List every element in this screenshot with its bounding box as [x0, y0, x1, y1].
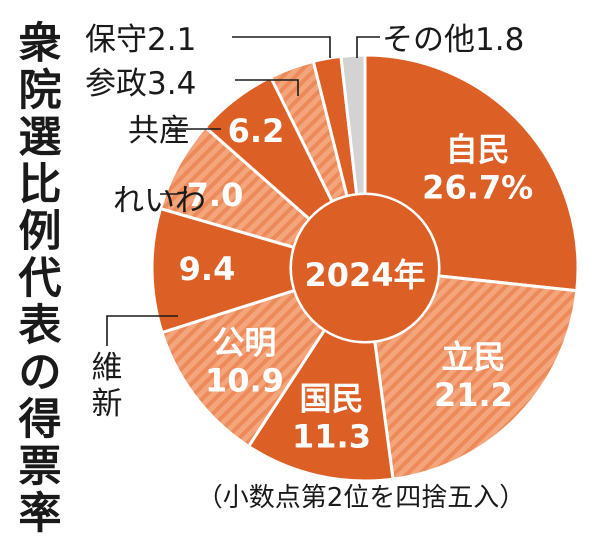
slice-name-label: 新: [92, 386, 123, 422]
slice-value-label: 7.0: [187, 176, 244, 214]
slice-name-label: 公明: [212, 324, 276, 362]
title-char: の: [19, 348, 62, 398]
slice-name-value-label: その他1.8: [382, 22, 524, 58]
leader-lines: [106, 36, 380, 346]
title-char: 票: [19, 442, 62, 492]
slice-name-label: 立民: [441, 338, 505, 376]
slice-value-label: 9.4: [179, 250, 236, 288]
donut-slices: [150, 53, 580, 483]
title-char: 例: [19, 207, 62, 257]
slice-name-label: 共産: [128, 113, 190, 149]
donut-center: [292, 195, 438, 341]
slice-name-value-label: 参政3.4: [85, 66, 196, 102]
slice-name-label: れいわ: [113, 183, 206, 219]
slice-name-label: 維: [92, 350, 123, 386]
slice-value-label: 6.2: [228, 112, 285, 150]
center-year-label: 2024年: [304, 256, 425, 294]
title-char: 率: [19, 489, 62, 537]
pie-slice: [363, 53, 580, 293]
title-char: 表: [19, 301, 62, 351]
slice-name-label: 自民: [446, 131, 510, 169]
pie-slice: [339, 53, 367, 197]
slice-name-value-label: 保守2.1: [85, 22, 196, 58]
slice-value-label: 21.2: [434, 376, 513, 414]
leader-line: [232, 36, 331, 58]
title-char: 代: [18, 254, 62, 304]
title-char: 衆: [19, 19, 62, 69]
title-char: 比: [19, 160, 62, 210]
title-char: 院: [19, 66, 62, 116]
slice-name-label: 国民: [299, 380, 363, 418]
pie-slice: [373, 274, 579, 481]
slice-value-label: 26.7%: [422, 169, 533, 207]
leader-line: [235, 79, 299, 96]
slice-value-label: 11.3: [292, 418, 371, 456]
pie-slice: [246, 327, 395, 483]
leader-line: [356, 36, 380, 58]
rounding-note: （小数点第2位を四捨五入）: [197, 483, 526, 513]
title-char: 選: [19, 113, 62, 163]
slice-value-label: 10.9: [205, 362, 284, 400]
leader-line: [106, 315, 178, 346]
title-char: 得: [19, 395, 62, 445]
